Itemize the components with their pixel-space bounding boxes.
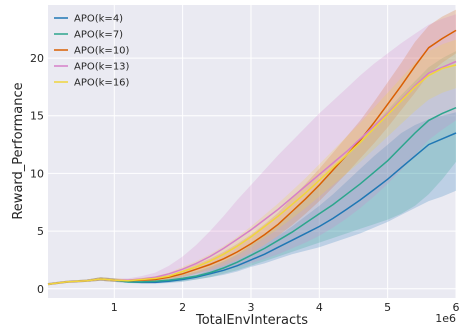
- y-tick-label: 5: [37, 225, 44, 238]
- x-tick-label: 6: [453, 301, 459, 314]
- series-lines: [47, 29, 457, 285]
- y-tick-label: 20: [30, 52, 44, 65]
- legend-entry: APO(k=13): [74, 62, 130, 73]
- x-tick-label: 1: [111, 301, 118, 314]
- legend: APO(k=4) APO(k=7) APO(k=10) APO(k=13) APO(k=…: [54, 14, 130, 89]
- y-tick-label: 10: [30, 167, 44, 180]
- x-tick-label: 2: [179, 301, 186, 314]
- grid-lines: [48, 5, 457, 298]
- legend-entry: APO(k=10): [74, 46, 130, 57]
- confidence-band: [48, 112, 456, 286]
- legend-entry: APO(k=4): [74, 14, 123, 25]
- confidence-band: [48, 14, 456, 286]
- confidence-band: [48, 51, 456, 286]
- legend-entry: APO(k=7): [74, 30, 123, 41]
- x-axis-label: TotalEnvInteracts: [195, 313, 308, 327]
- series-line: [47, 107, 457, 285]
- x-tick-label: 4: [316, 301, 323, 314]
- x-tick-labels: 1 2 3 4 5 6: [111, 301, 459, 314]
- y-axis-label: Reward_Performance: [11, 82, 26, 219]
- y-tick-label: 0: [37, 283, 44, 296]
- legend-entry: APO(k=16): [74, 78, 130, 89]
- y-tick-label: 15: [30, 110, 44, 123]
- x-offset-label: 1e6: [435, 312, 456, 325]
- series-line: [47, 64, 457, 285]
- y-tick-labels: 0 5 10 15 20: [30, 52, 44, 296]
- x-tick-label: 5: [384, 301, 391, 314]
- x-tick-label: 3: [247, 301, 254, 314]
